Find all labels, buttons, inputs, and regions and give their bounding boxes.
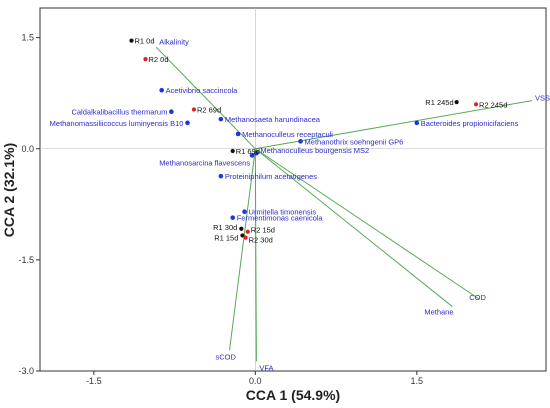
- sample-label: R1 69d: [236, 147, 260, 156]
- sample-label: R2 15d: [251, 226, 275, 235]
- species-label: Methanoculleus receptaculi: [242, 130, 333, 139]
- species-point: [235, 131, 241, 137]
- species-point: [230, 215, 236, 220]
- sample-label: R1 245d: [425, 98, 453, 107]
- axis-ticks: -1.5 0.0 1.5 1.5 0.0 -1.5 -3.0: [18, 33, 423, 386]
- species-points: Acetivibrio saccincola Caldalkalibacillus…: [50, 86, 519, 222]
- sample-label: R2 245d: [479, 100, 507, 109]
- species-label: Methanothrix soehngenii GP6: [305, 137, 404, 146]
- species-label: Methanosarcina flavescens: [159, 158, 250, 167]
- x-axis-title: CCA 1 (54.9%): [246, 387, 340, 403]
- species-point: [254, 150, 259, 156]
- plot-frame: [39, 7, 547, 372]
- species-label: Caldalkalibacillus thermarum: [71, 108, 167, 117]
- y-tick-label: -3.0: [18, 366, 34, 376]
- x-tick-label: -1.5: [86, 376, 102, 386]
- env-vector-line: [254, 148, 257, 362]
- species-label: Methanomassiliicoccus luminyensis B10: [50, 119, 184, 128]
- sample-point: [240, 233, 245, 238]
- sample-label: R2 30d: [249, 236, 273, 245]
- env-vector-label: COD: [469, 293, 486, 302]
- sample-label: R1 0d: [135, 37, 155, 46]
- y-tick-label: -1.5: [18, 255, 34, 265]
- sample-label: R1 15d: [214, 233, 238, 242]
- sample-label: R2 69d: [197, 105, 221, 114]
- sample-point: [245, 229, 250, 234]
- sample-point: [239, 226, 244, 231]
- sample-label: R1 30d: [213, 223, 237, 232]
- env-vector-line: [255, 148, 480, 300]
- env-vector-label: VFA: [259, 363, 273, 372]
- species-point: [169, 109, 174, 115]
- sample-point: [454, 99, 459, 105]
- sample-points: R1 0d R2 0d R2 69d R1 69d R1 245d R2 245d R1 3…: [129, 37, 507, 245]
- env-vector-line: [255, 148, 453, 307]
- sample-point: [191, 107, 197, 112]
- species-label: Fermentimonas caenicola: [237, 214, 324, 223]
- species-point: [218, 116, 224, 122]
- env-vector-line: [155, 46, 256, 150]
- species-point: [414, 120, 420, 126]
- species-label: Methanoculleus bourgensis MS2: [260, 146, 369, 155]
- env-vector-label: sCOD: [215, 352, 236, 361]
- species-point: [185, 120, 190, 126]
- species-label: Urmitella timonensis: [249, 208, 317, 217]
- sample-point: [129, 38, 134, 43]
- x-tick-label: 1.5: [411, 376, 424, 386]
- env-vector-line: [228, 148, 256, 351]
- species-point: [218, 173, 224, 179]
- species-point: [298, 139, 303, 144]
- species-point: [249, 153, 255, 158]
- sample-point: [473, 102, 479, 107]
- y-tick-label: 0.0: [21, 144, 34, 154]
- species-point: [242, 209, 247, 215]
- species-label: Proteiniphilum acetatigenes: [225, 172, 317, 181]
- env-vector-label: Methane: [424, 308, 453, 317]
- species-point: [159, 87, 164, 93]
- species-label: Methanosaeta harundinacea: [225, 115, 321, 124]
- sample-point: [143, 57, 148, 62]
- reference-lines: [40, 8, 546, 371]
- sample-label: R2 0d: [149, 55, 169, 64]
- y-tick-label: 1.5: [21, 33, 34, 43]
- species-label: Acetivibrio saccincola: [166, 86, 239, 95]
- sample-point: [230, 148, 235, 154]
- sample-point: [243, 235, 248, 240]
- x-tick-label: 0.0: [249, 376, 262, 386]
- y-axis-title: CCA 2 (32.1%): [1, 143, 17, 237]
- env-vector-label: VSS: [535, 94, 550, 103]
- env-vector-label: Alkalinity: [159, 37, 189, 46]
- species-label: Bacteroides propionicifaciens: [421, 119, 519, 128]
